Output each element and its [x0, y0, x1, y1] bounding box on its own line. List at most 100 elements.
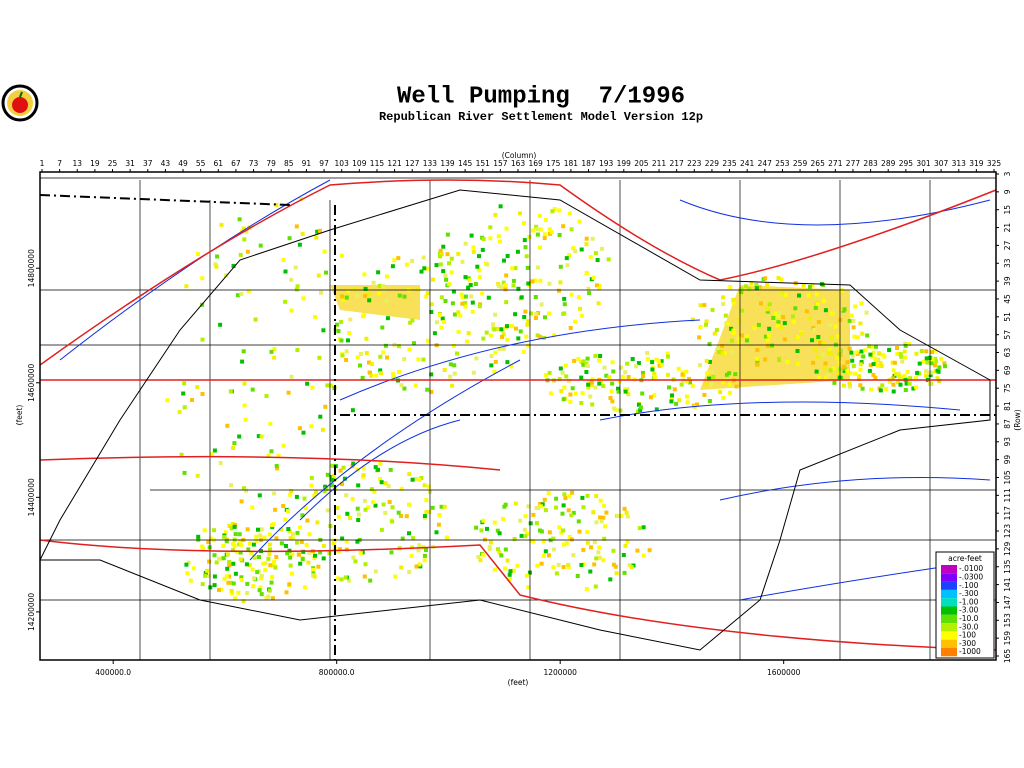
- pumping-cell: [455, 351, 459, 356]
- pumping-cell: [610, 399, 615, 404]
- pumping-cell: [892, 360, 897, 365]
- pumping-cell: [489, 363, 494, 368]
- pumping-cell: [666, 372, 670, 377]
- pumping-cell: [756, 322, 761, 327]
- pumping-cell: [584, 271, 589, 276]
- pumping-cell: [283, 299, 288, 304]
- pumping-cell: [232, 524, 237, 529]
- pumping-cell: [200, 276, 205, 281]
- pumping-cell: [796, 362, 800, 366]
- pumping-cell: [850, 358, 855, 363]
- pumping-cell: [564, 256, 569, 261]
- pumping-cell: [542, 236, 547, 241]
- pumping-cell: [510, 266, 515, 271]
- pumping-cell: [835, 355, 839, 360]
- pumping-cell: [845, 360, 850, 365]
- pumping-cell: [830, 311, 835, 316]
- pumping-cell: [727, 382, 732, 387]
- pumping-cell: [595, 258, 600, 262]
- pumping-cell: [672, 387, 677, 392]
- pumping-cell: [212, 448, 217, 453]
- pumping-cell: [557, 208, 562, 213]
- pumping-cell: [317, 355, 322, 360]
- pumping-cell: [410, 545, 415, 550]
- pumping-cell: [252, 576, 256, 581]
- legend-swatch: [941, 623, 957, 632]
- pumping-cell: [389, 550, 394, 555]
- pumping-cell: [429, 372, 434, 377]
- column-tick-label: 319: [969, 159, 984, 168]
- pumping-cell: [587, 291, 592, 296]
- pumping-cell: [917, 361, 922, 366]
- pumping-cell: [390, 519, 395, 524]
- pumping-cell: [624, 510, 629, 515]
- pumping-cell: [516, 336, 521, 341]
- pumping-cell: [935, 368, 940, 373]
- pumping-cell: [927, 356, 932, 360]
- pumping-cell: [832, 366, 837, 371]
- pumping-cell: [229, 526, 234, 531]
- pumping-cell: [242, 403, 247, 408]
- pumping-cell: [752, 326, 757, 330]
- pumping-cell: [182, 381, 187, 386]
- pumping-cell: [569, 537, 574, 542]
- pumping-cell: [224, 273, 228, 278]
- pumping-cell: [807, 285, 812, 289]
- pumping-cell: [323, 404, 328, 409]
- pumping-cell: [836, 334, 840, 339]
- pumping-cell: [928, 373, 933, 378]
- pumping-cell: [795, 335, 800, 339]
- pumping-cell: [410, 258, 415, 263]
- pumping-cell: [716, 350, 721, 354]
- pumping-cell: [475, 264, 480, 269]
- pumping-cell: [902, 349, 907, 354]
- pumping-cell: [731, 331, 736, 336]
- pumping-cell: [298, 561, 303, 566]
- column-tick-label: 7: [57, 159, 62, 168]
- pumping-cell: [237, 434, 242, 439]
- pumping-cell: [227, 524, 232, 528]
- pumping-cell: [244, 229, 249, 234]
- pumping-cell: [272, 347, 277, 351]
- pumping-cell: [272, 355, 277, 360]
- pumping-cell: [324, 270, 328, 275]
- pumping-cell: [379, 527, 384, 532]
- pumping-cell: [425, 338, 430, 343]
- pumping-cell: [529, 311, 533, 316]
- pumping-cell: [219, 587, 224, 592]
- pumping-cell: [196, 252, 200, 256]
- pumping-cell: [270, 563, 275, 568]
- pumping-cell: [902, 374, 907, 379]
- pumping-cell: [358, 363, 362, 368]
- pumping-cell: [564, 374, 569, 379]
- pumping-cell: [407, 347, 412, 352]
- pumping-cell: [429, 310, 434, 314]
- pumping-cell: [518, 518, 523, 523]
- pumping-cell: [399, 565, 404, 570]
- pumping-cell: [908, 376, 913, 381]
- pumping-cell: [445, 232, 450, 237]
- pumping-cell: [421, 357, 426, 362]
- pumping-cell: [535, 333, 540, 338]
- pumping-cell: [335, 576, 340, 581]
- pumping-cell: [448, 362, 453, 367]
- pumping-cell: [185, 571, 190, 576]
- pumping-cell: [290, 532, 295, 536]
- pumping-cell: [424, 294, 429, 299]
- pumping-cell: [613, 564, 618, 569]
- pumping-cell: [534, 506, 539, 510]
- pumping-cell: [295, 284, 300, 289]
- pumping-cell: [616, 389, 621, 394]
- pumping-cell: [848, 371, 853, 376]
- pumping-cell: [232, 441, 237, 446]
- pumping-cell: [422, 483, 427, 488]
- pumping-cell: [411, 536, 416, 541]
- row-tick-label: 159: [1003, 631, 1012, 646]
- pumping-cell: [387, 500, 392, 504]
- pumping-cell: [443, 299, 448, 303]
- pumping-cell: [530, 279, 535, 284]
- pumping-cell: [721, 395, 726, 400]
- column-tick-label: 73: [249, 159, 259, 168]
- pumping-cell: [858, 321, 863, 326]
- pumping-cell: [594, 494, 599, 499]
